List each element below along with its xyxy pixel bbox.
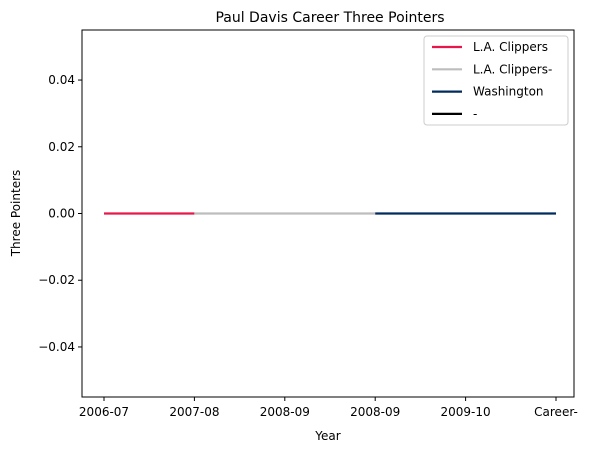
x-axis-label: Year bbox=[314, 429, 340, 443]
legend-label: Washington bbox=[473, 85, 544, 99]
y-axis: 0.04 0.02 0.00 −0.02 −0.04 bbox=[38, 73, 82, 354]
y-tick-label: −0.02 bbox=[38, 273, 75, 287]
y-tick-label: −0.04 bbox=[38, 340, 75, 354]
legend-label: - bbox=[473, 107, 477, 121]
x-tick-label: 2008-09 bbox=[350, 405, 400, 419]
x-tick-label: Career- bbox=[534, 405, 578, 419]
x-axis: 2006-07 2007-08 2008-09 2008-09 2009-10 Caree… bbox=[79, 397, 578, 419]
x-tick-label: 2006-07 bbox=[79, 405, 129, 419]
x-tick-label: 2009-10 bbox=[441, 405, 491, 419]
legend-label: L.A. Clippers bbox=[473, 40, 548, 54]
legend-label: L.A. Clippers- bbox=[473, 62, 552, 76]
y-tick-label: 0.02 bbox=[48, 140, 75, 154]
y-tick-label: 0.04 bbox=[48, 73, 75, 87]
x-tick-label: 2007-08 bbox=[169, 405, 219, 419]
chart-title: Paul Davis Career Three Pointers bbox=[215, 10, 444, 26]
legend: L.A. Clippers L.A. Clippers- Washington - bbox=[423, 35, 569, 126]
legend-box bbox=[423, 35, 569, 126]
x-tick-label: 2008-09 bbox=[260, 405, 310, 419]
y-tick-label: 0.00 bbox=[48, 207, 75, 221]
y-axis-label: Three Pointers bbox=[9, 170, 23, 258]
